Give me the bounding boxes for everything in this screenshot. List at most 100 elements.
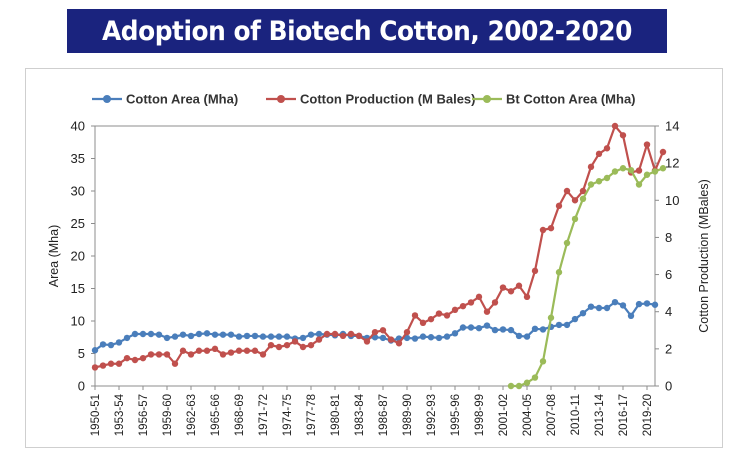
- data-point: [491, 326, 499, 334]
- data-point: [499, 326, 507, 333]
- data-point: [371, 328, 379, 336]
- legend-item: Cotton Area (Mha): [92, 92, 238, 107]
- y-tick-label: 5: [78, 346, 85, 361]
- legend-marker: [103, 95, 111, 103]
- data-point: [155, 351, 163, 358]
- data-point: [555, 321, 563, 329]
- x-tick-label: 1953-54: [114, 393, 126, 436]
- x-tick-label: 2001-02: [498, 394, 510, 436]
- data-point: [611, 122, 619, 130]
- data-point: [579, 187, 587, 195]
- legend-label: Cotton Production (M Bales): [300, 92, 476, 107]
- data-point: [91, 364, 99, 371]
- x-tick-label: 1974-75: [282, 394, 294, 436]
- data-point: [243, 347, 251, 354]
- data-point: [131, 330, 139, 338]
- series-2: [91, 122, 667, 371]
- data-point: [419, 319, 427, 327]
- x-tick-label: 1992-93: [426, 394, 438, 436]
- data-point: [651, 301, 659, 308]
- y-tick-label: 30: [71, 184, 85, 199]
- data-point: [307, 331, 315, 338]
- data-point: [579, 195, 587, 202]
- data-point: [411, 312, 419, 319]
- data-point: [435, 334, 443, 342]
- legend: Cotton Area (Mha) Cotton Production (M Ba…: [92, 92, 636, 107]
- data-point: [195, 347, 203, 354]
- legend-label: Cotton Area (Mha): [126, 92, 238, 107]
- legend-marker: [277, 95, 285, 103]
- data-point: [563, 187, 571, 195]
- x-tick-label: 1965-66: [210, 394, 222, 436]
- data-point: [139, 354, 147, 362]
- y2-axis-label: Cotton Production (MBales): [697, 179, 711, 333]
- y2-tick-label: 2: [665, 341, 672, 356]
- data-point: [395, 340, 403, 347]
- data-point: [299, 343, 307, 351]
- data-point: [403, 334, 411, 342]
- x-tick-label: 1968-69: [234, 394, 246, 436]
- data-point: [451, 330, 459, 337]
- data-point: [163, 351, 171, 358]
- y2-tick-label: 12: [665, 156, 679, 171]
- y2-tick-label: 4: [665, 304, 672, 319]
- data-point: [483, 322, 491, 329]
- x-tick-label: 2016-17: [618, 394, 630, 436]
- data-point: [619, 302, 627, 309]
- data-point: [411, 335, 419, 342]
- data-point: [443, 333, 451, 340]
- data-point: [595, 178, 603, 185]
- data-point: [235, 347, 243, 354]
- series-line: [94, 124, 665, 369]
- data-point: [595, 150, 603, 158]
- x-tick-label: 2019-20: [642, 394, 654, 436]
- legend-item: Cotton Production (M Bales): [266, 92, 476, 107]
- data-point: [523, 379, 531, 386]
- data-point: [203, 347, 211, 354]
- data-point: [203, 330, 211, 337]
- data-point: [179, 331, 187, 338]
- data-point: [123, 334, 131, 342]
- data-point: [603, 174, 611, 182]
- data-point: [507, 382, 515, 390]
- data-point: [427, 315, 435, 323]
- data-point: [211, 331, 219, 338]
- data-point: [531, 267, 539, 275]
- data-point: [147, 330, 155, 338]
- data-point: [195, 330, 203, 338]
- data-point: [571, 215, 579, 223]
- data-point: [451, 306, 459, 314]
- data-point: [115, 360, 123, 367]
- data-point: [107, 341, 115, 349]
- data-point: [259, 333, 267, 340]
- y-tick-label: 15: [71, 281, 85, 296]
- data-point: [571, 197, 579, 204]
- x-tick-label: 1989-90: [402, 394, 414, 436]
- data-point: [427, 334, 435, 341]
- data-point: [107, 360, 115, 367]
- data-point: [243, 332, 251, 340]
- data-point: [611, 168, 619, 175]
- data-point: [595, 304, 603, 312]
- x-tick-label: 1980-81: [330, 394, 342, 436]
- data-point: [507, 288, 515, 295]
- data-point: [659, 148, 667, 156]
- data-point: [627, 312, 635, 319]
- data-point: [507, 326, 515, 334]
- series-line: [94, 301, 656, 352]
- data-point: [267, 341, 275, 349]
- y2-tick-label: 14: [665, 119, 679, 134]
- data-point: [611, 298, 619, 306]
- data-point: [283, 333, 291, 340]
- data-point: [363, 338, 371, 345]
- data-point: [139, 330, 147, 338]
- data-point: [291, 338, 299, 345]
- data-point: [523, 333, 531, 340]
- chart-title: Adoption of Biotech Cotton, 2002-2020: [102, 15, 632, 47]
- data-point: [355, 332, 363, 340]
- data-point: [467, 299, 475, 306]
- data-point: [235, 333, 243, 340]
- data-point: [539, 226, 547, 234]
- axes: 0 5 10 15 20 25 30 35 40 0 2 4 6 8 10 12 14 1950-51 1953-5…: [47, 119, 711, 437]
- data-point: [251, 347, 259, 354]
